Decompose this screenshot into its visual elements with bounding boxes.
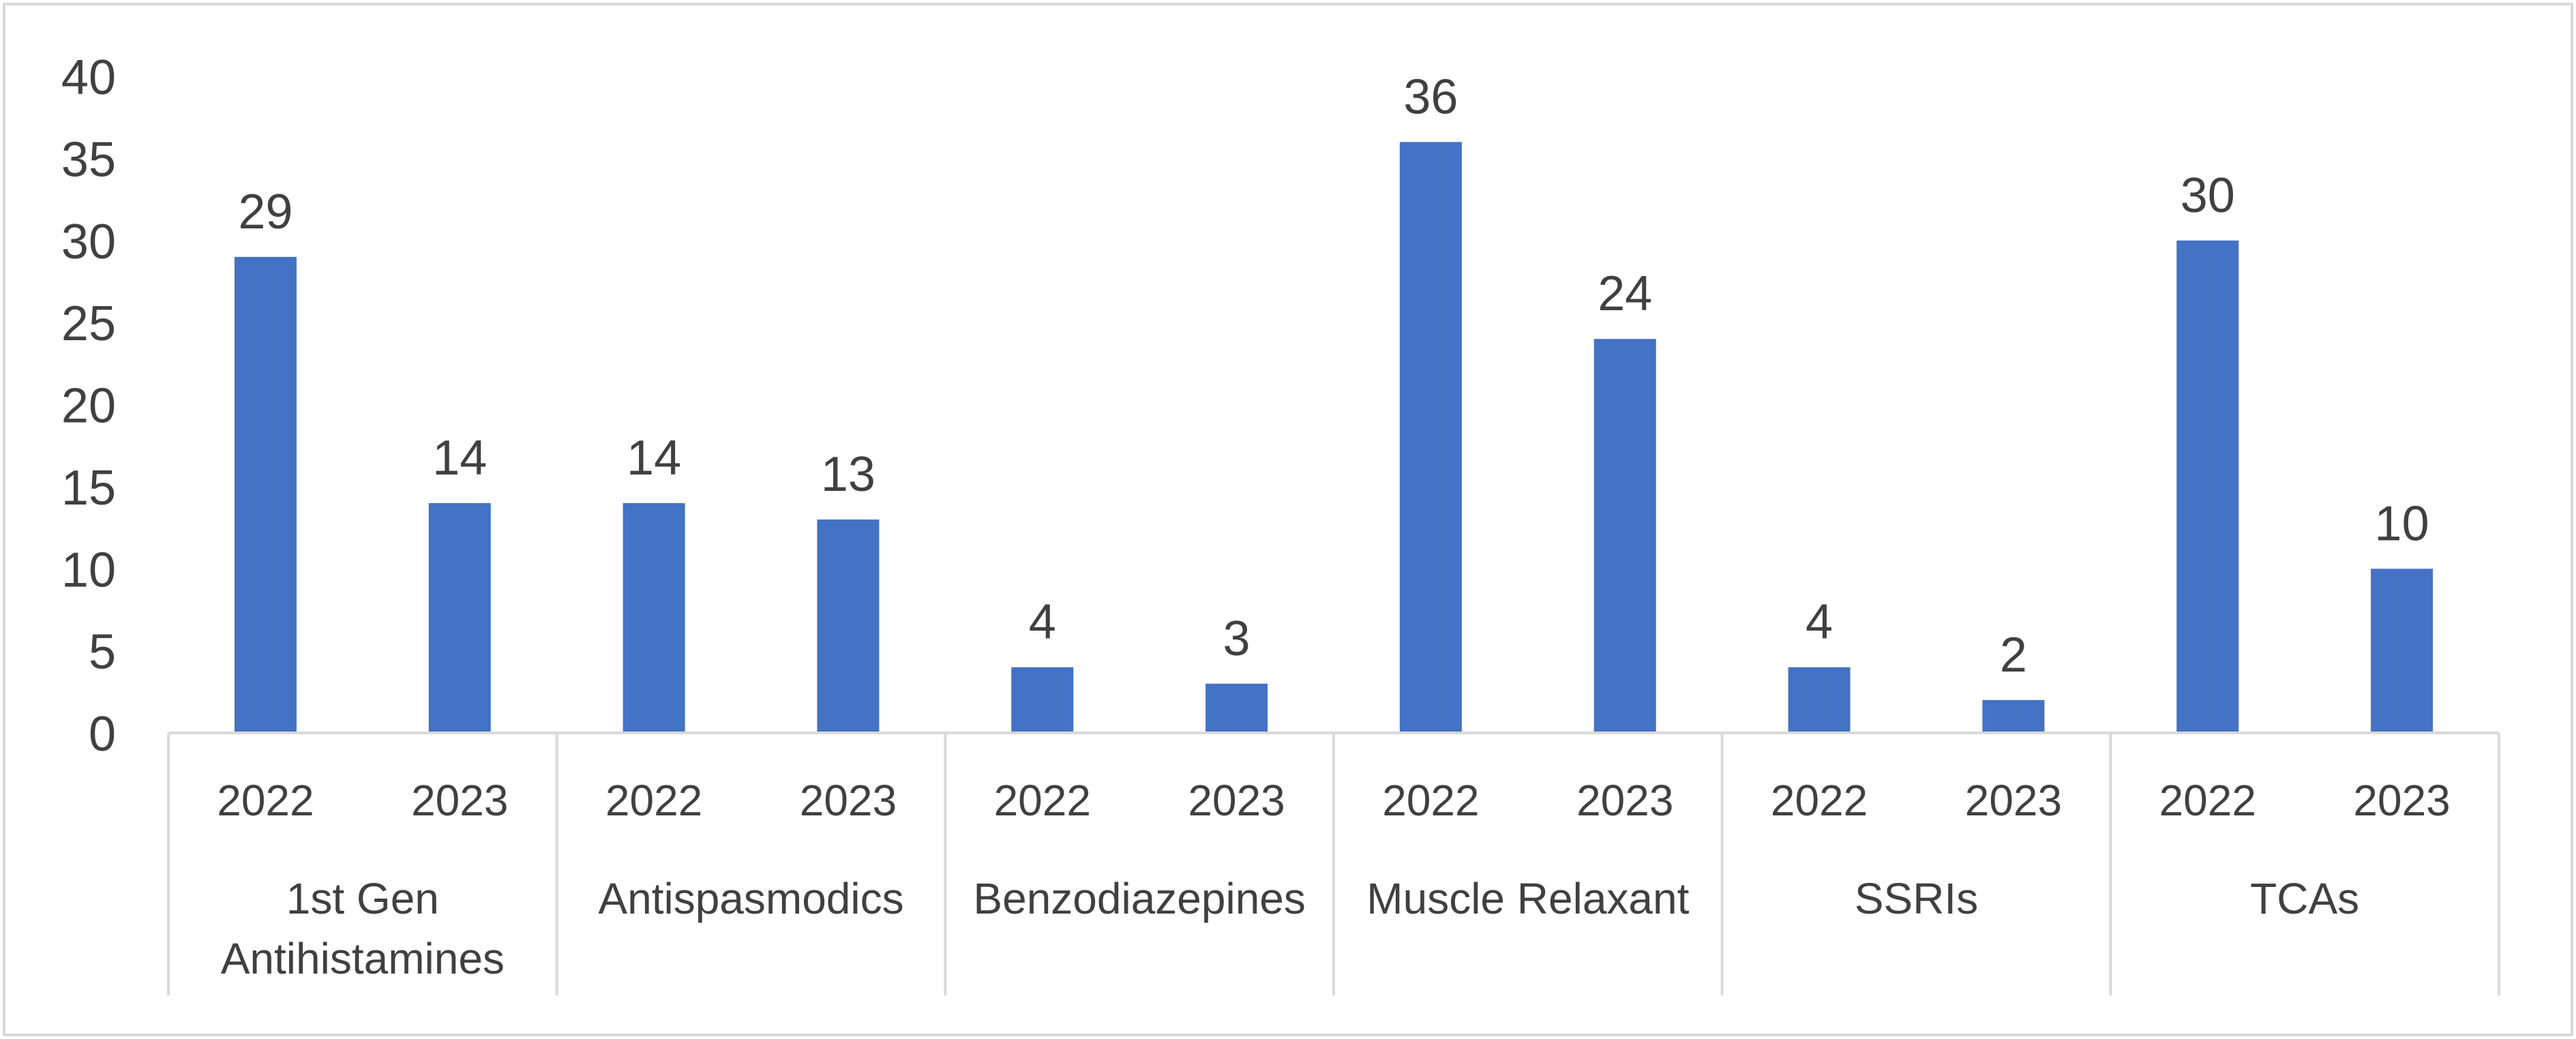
bar <box>623 502 685 733</box>
y-tick-label: 20 <box>61 379 116 434</box>
x-tick-label: 2023 <box>2353 776 2450 825</box>
data-label: 36 <box>1403 70 1458 124</box>
bar <box>234 256 297 733</box>
bar <box>1399 142 1462 734</box>
x-tick-label: 2023 <box>1965 776 2062 825</box>
x-tick-label: 2022 <box>605 776 702 825</box>
bar <box>428 502 491 733</box>
bars <box>234 142 2433 734</box>
bar <box>2371 569 2433 733</box>
x-tick-label: 2022 <box>1382 776 1479 825</box>
category-group-label: Antihistamines <box>221 934 505 983</box>
bar <box>2176 240 2239 733</box>
y-tick-label: 0 <box>89 707 116 762</box>
x-axis: 2022 2023 1st Gen Antihistamines 2022 2023 Ant… <box>167 732 2500 995</box>
x-tick-label: 2022 <box>994 776 1091 825</box>
y-tick-label: 25 <box>61 297 116 351</box>
y-tick-label: 15 <box>61 461 116 515</box>
data-labels: 29 14 14 13 4 3 36 24 4 2 30 10 <box>238 70 2429 682</box>
y-tick-label: 10 <box>61 543 116 597</box>
data-label: 29 <box>238 185 293 239</box>
data-label: 4 <box>1029 595 1056 650</box>
x-tick-label: 2022 <box>2159 776 2256 825</box>
x-tick-label: 2023 <box>1188 776 1285 825</box>
y-tick-label: 40 <box>61 50 116 105</box>
bar <box>1788 667 1851 733</box>
category-group-label: Benzodiazepines <box>973 874 1305 923</box>
bar <box>1982 699 2045 733</box>
category-group-label: 1st Gen <box>286 874 439 923</box>
category-group-label: SSRIs <box>1855 874 1978 923</box>
data-label: 4 <box>1806 595 1833 650</box>
y-tick-label: 35 <box>61 132 116 187</box>
x-tick-label: 2022 <box>217 776 314 825</box>
data-label: 3 <box>1223 612 1250 666</box>
data-label: 24 <box>1598 267 1652 321</box>
data-label: 30 <box>2181 168 2235 223</box>
category-group-label: Antispasmodics <box>598 874 903 923</box>
data-label: 10 <box>2375 496 2429 551</box>
data-label: 13 <box>821 447 875 502</box>
x-tick-label: 2022 <box>1771 776 1868 825</box>
category-group-label: Muscle Relaxant <box>1366 874 1689 923</box>
bar <box>1011 667 1074 733</box>
x-tick-label: 2023 <box>411 776 508 825</box>
x-tick-label: 2023 <box>800 776 897 825</box>
y-tick-label: 30 <box>61 215 116 269</box>
data-label: 14 <box>627 431 681 485</box>
x-tick-label: 2023 <box>1576 776 1673 825</box>
bar <box>1205 683 1268 733</box>
y-axis: 0 5 10 15 20 25 30 35 40 <box>61 50 116 762</box>
category-group-label: TCAs <box>2250 874 2359 923</box>
bar <box>817 520 880 733</box>
bar <box>1593 339 1656 733</box>
y-tick-label: 5 <box>89 625 116 680</box>
data-label: 2 <box>2000 628 2027 682</box>
data-label: 14 <box>432 431 487 485</box>
